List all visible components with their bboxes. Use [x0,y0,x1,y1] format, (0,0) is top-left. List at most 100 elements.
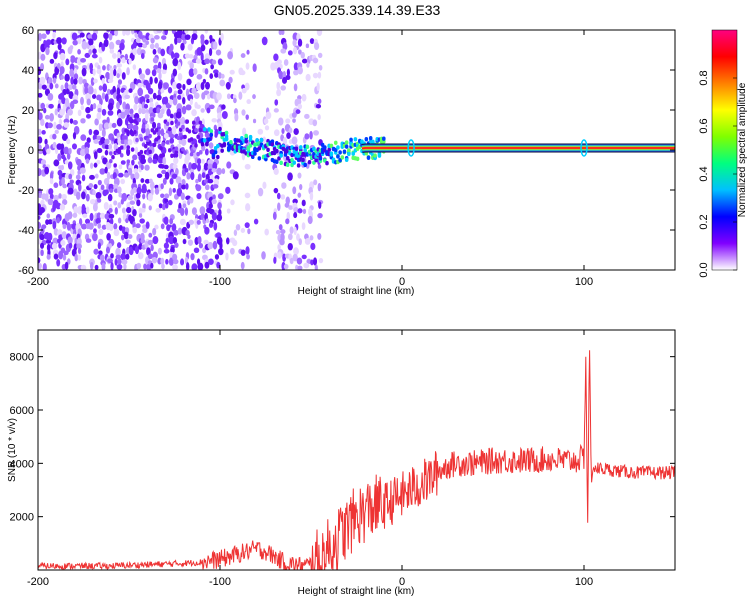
spectrogram-cell [208,47,213,57]
spectrogram-cell [111,52,117,59]
spectrogram-cell [89,62,94,71]
spectrogram-cell [87,34,93,39]
spectrogram-cell [323,158,327,163]
spectrogram-cell [62,183,67,189]
spectrogram-cell [157,122,161,128]
spectrogram-cell [182,83,186,91]
colorbar-tick-label: 0.2 [698,214,710,229]
spectrogram-cell [145,221,150,229]
spectrogram-cell [73,78,78,85]
spectrogram-cell [164,171,170,180]
spectrogram-cell [307,215,313,225]
spectrogram-cell [163,216,169,225]
snr-series [38,350,675,570]
spectrogram-cell [46,213,51,219]
spectrogram-cell [294,146,299,151]
spectrogram-cell [275,229,281,235]
spectrogram-cell [185,229,190,236]
spectrogram-cell [177,182,183,190]
spectrogram-cell [195,104,201,110]
spectrogram-cell [136,199,141,207]
spectrogram-cell [161,169,167,175]
spectrogram-cell [297,265,303,270]
spectrogram-cell [68,242,73,249]
spectrogram-cell [145,40,150,46]
spectrogram-cell [181,147,185,152]
spectrogram-cell [129,200,136,205]
spectrogram-cell [151,69,157,77]
spectrogram-cell [312,119,318,127]
spectrogram-cell [47,77,53,85]
spectrogram-cell [52,77,57,84]
spectrogram-cell [41,33,47,39]
spectrogram-cell [342,149,347,154]
spectrogram-cell [276,81,281,90]
spectrogram-cell [177,61,182,71]
spectrogram-cell [139,73,146,80]
spectrogram-cell [130,147,135,152]
spectrogram-cell [141,186,148,194]
spectrogram-cell [216,261,221,269]
spectrogram-cell [107,193,113,202]
spectrogram-cell [204,132,210,138]
spectrogram-cell [85,206,90,214]
figure-title: GN05.2025.339.14.39.E33 [274,2,441,18]
spectrogram-cell [109,188,114,193]
spectrogram-y-tick-label: 0 [28,145,34,157]
spectrogram-cell [242,127,247,137]
spectrogram-cell [85,193,90,202]
spectrogram-cell [93,183,98,190]
spectrogram-cell [167,148,172,153]
spectrogram-cell [147,87,154,95]
spectrogram-cell [122,30,126,36]
spectrogram-cell [327,147,332,152]
spectrogram-y-tick-label: 40 [22,65,34,77]
colorbar-tick-label: 0.0 [698,262,710,277]
spectrogram-cell [103,32,109,40]
spectrogram-cell [133,112,140,120]
spectrogram-cell [285,162,290,168]
spectrogram-cell [274,148,279,154]
spectrogram-cell [233,229,238,236]
spectrogram-cell [227,51,234,60]
spectrogram-cell [157,157,164,164]
spectrogram-cell [220,148,224,153]
colorbar-tick-label: 0.6 [698,118,710,133]
spectrogram-cell [276,88,282,97]
spectrogram-cell [124,53,129,61]
colorbar-ticks: 0.0 0.2 0.4 0.6 0.8 [698,70,737,278]
snr-y-tick-label: 8000 [10,352,34,364]
spectrogram-cell [69,179,74,185]
spectrogram-cell [61,37,67,45]
spectrogram-cell [139,137,144,142]
spectrogram-cell [293,62,299,71]
spectrogram-cell [297,192,302,198]
spectrogram-cell [288,127,293,134]
spectrogram-cell [138,213,143,218]
spectrogram-cell [309,235,314,241]
spectrogram-cell [90,104,94,112]
spectrogram-cell [175,111,182,119]
spectrogram-cell [196,46,203,56]
colorbar-tick-label: 0.8 [698,70,710,85]
spectrogram-cell [149,43,155,50]
spectrogram-cell [44,193,49,202]
spectrogram-cell [292,118,296,123]
spectrogram-cell [143,103,149,109]
spectrogram-cell [80,264,87,270]
spectrogram-cell [232,239,238,247]
spectrogram-cell [117,79,123,85]
spectrogram-cell [135,120,139,126]
spectrogram-cell [129,108,134,115]
spectrogram-cell [147,157,153,164]
spectrogram-cell [285,156,290,161]
spectrogram-cell [94,173,99,179]
spectrogram-cell [309,38,315,44]
spectrogram-cell [244,222,250,229]
spectrogram-cell [338,157,342,163]
spectrogram-cell [128,58,132,65]
spectrogram-cell [317,98,322,104]
spectrogram-cell [373,153,377,158]
spectrogram-cell [301,199,306,207]
